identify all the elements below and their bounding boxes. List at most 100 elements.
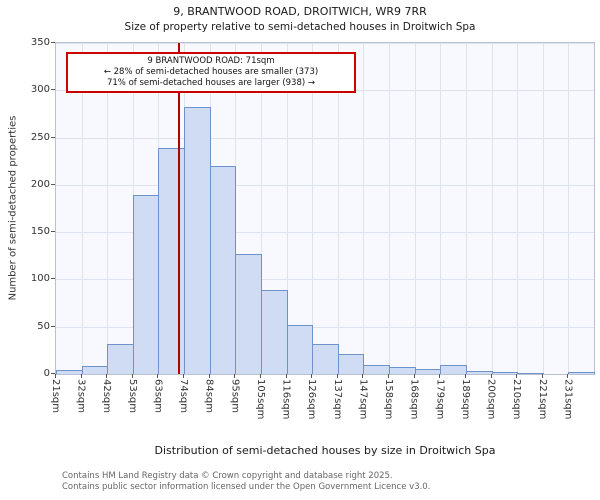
x-tick-mark <box>464 374 466 378</box>
x-tick-label: 74sqm <box>178 379 190 414</box>
gridline-horizontal <box>56 279 594 281</box>
gridline-vertical <box>337 43 339 374</box>
histogram-bar <box>184 107 211 374</box>
x-tick-mark <box>362 374 364 378</box>
x-tick-mark <box>388 374 390 378</box>
y-tick-label: 250 <box>30 131 50 143</box>
x-tick-label: 221sqm <box>536 379 548 420</box>
gridline-vertical <box>440 43 442 374</box>
y-tick-label: 100 <box>30 273 50 285</box>
gridline-vertical <box>312 43 314 374</box>
gridline-vertical <box>414 43 416 374</box>
x-tick-label: 63sqm <box>152 379 164 414</box>
y-tick-mark <box>51 278 55 280</box>
y-tick-label: 0 <box>43 368 50 379</box>
x-tick-mark <box>516 374 518 378</box>
histogram-bar <box>56 370 83 374</box>
x-tick-label: 179sqm <box>434 379 446 420</box>
y-tick-mark <box>51 42 55 43</box>
histogram-bar <box>517 373 544 374</box>
gridline-vertical <box>491 43 493 374</box>
gridline-vertical <box>286 43 288 374</box>
annotation-box: 9 BRANTWOOD ROAD: 71sqm ← 28% of semi-de… <box>66 52 356 94</box>
histogram-bar <box>158 147 186 374</box>
chart-subtitle: Size of property relative to semi-detach… <box>124 21 476 33</box>
x-tick-label: 210sqm <box>511 379 523 420</box>
x-tick-label: 137sqm <box>331 379 343 420</box>
gridline-horizontal <box>56 232 594 234</box>
x-tick-mark <box>413 374 415 378</box>
gridline-vertical <box>465 43 467 374</box>
x-tick-label: 53sqm <box>126 379 138 414</box>
gridline-horizontal <box>56 43 594 44</box>
x-tick-label: 95sqm <box>229 379 241 414</box>
histogram-bar <box>132 195 160 374</box>
histogram-bar <box>363 364 391 374</box>
histogram-bar <box>235 253 262 374</box>
footer-line-2: Contains public sector information licen… <box>62 482 431 493</box>
histogram-bar <box>491 372 519 374</box>
x-tick-label: 168sqm <box>408 379 420 420</box>
annotation-smaller-stat: ← 28% of semi-detached houses are smalle… <box>103 67 319 78</box>
y-tick-mark <box>51 373 55 374</box>
x-tick-mark <box>55 374 56 378</box>
plot-area: 9 BRANTWOOD ROAD: 71sqm ← 28% of semi-de… <box>55 42 595 375</box>
histogram-bar <box>260 289 288 374</box>
y-tick-mark <box>51 183 55 185</box>
x-tick-label: 32sqm <box>75 379 87 414</box>
x-tick-label: 126sqm <box>306 379 318 420</box>
gridline-vertical <box>542 43 544 374</box>
histogram-bar <box>337 354 365 374</box>
histogram-bar <box>81 366 109 374</box>
x-tick-label: 116sqm <box>280 379 292 420</box>
histogram-bar <box>414 369 442 374</box>
gridline-horizontal <box>56 184 594 186</box>
y-tick-label: 150 <box>30 226 50 238</box>
histogram-bar <box>286 324 314 374</box>
x-tick-mark <box>336 374 338 378</box>
x-tick-mark <box>567 374 569 378</box>
y-tick-label: 200 <box>30 178 50 190</box>
x-tick-mark <box>311 374 313 378</box>
histogram-bar <box>389 367 416 374</box>
x-tick-mark <box>157 374 159 378</box>
x-tick-label: 42sqm <box>101 379 113 414</box>
x-tick-label: 84sqm <box>203 379 215 414</box>
property-size-marker-line <box>177 43 180 374</box>
annotation-property-size: 9 BRANTWOOD ROAD: 71sqm <box>147 56 275 66</box>
gridline-vertical <box>517 43 519 374</box>
gridline-vertical <box>363 43 365 374</box>
x-tick-mark <box>285 374 287 378</box>
x-tick-mark <box>259 374 261 378</box>
y-tick-mark <box>51 136 55 138</box>
footer-line-1: Contains HM Land Registry data © Crown c… <box>62 471 393 481</box>
x-tick-mark <box>234 374 236 378</box>
y-tick-label: 50 <box>37 320 50 332</box>
x-tick-mark <box>490 374 492 378</box>
y-tick-mark <box>51 231 55 233</box>
x-tick-mark <box>106 374 108 378</box>
x-tick-label: 105sqm <box>254 379 266 420</box>
histogram-bar <box>312 343 339 374</box>
gridline-vertical <box>107 43 109 374</box>
x-tick-label: 158sqm <box>383 379 395 420</box>
y-tick-label: 300 <box>30 84 50 96</box>
footer: Contains HM Land Registry data © Crown c… <box>62 471 430 494</box>
x-tick-mark <box>80 374 82 378</box>
x-tick-mark <box>131 374 133 378</box>
histogram-bar <box>568 372 595 374</box>
x-axis-label: Distribution of semi-detached houses by … <box>154 444 496 457</box>
gridline-horizontal <box>56 137 594 139</box>
x-tick-label: 231sqm <box>562 379 574 420</box>
y-tick-mark <box>51 89 55 91</box>
gridline-vertical <box>260 43 262 374</box>
y-tick-mark <box>51 325 55 327</box>
x-tick-label: 147sqm <box>357 379 369 420</box>
x-tick-mark <box>183 374 185 378</box>
x-tick-mark <box>439 374 441 378</box>
x-tick-label: 189sqm <box>459 379 471 420</box>
chart-title: 9, BRANTWOOD ROAD, DROITWICH, WR9 7RR <box>173 5 427 18</box>
gridline-horizontal <box>56 326 594 328</box>
x-tick-label: 200sqm <box>485 379 497 420</box>
